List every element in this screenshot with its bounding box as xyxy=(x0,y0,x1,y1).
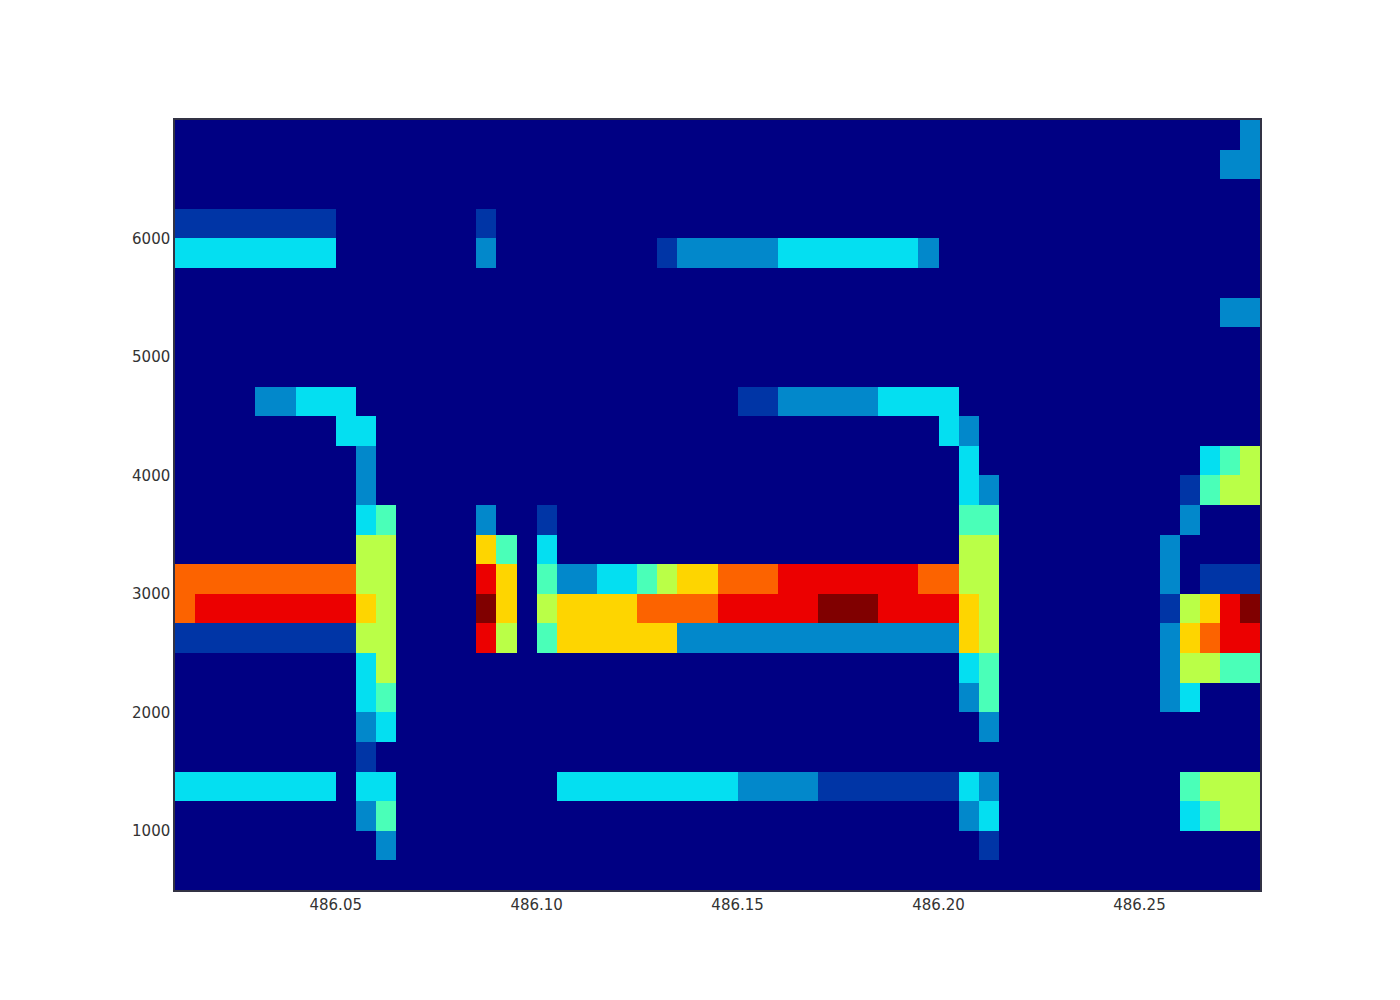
svg-text:6000: 6000 xyxy=(132,230,170,248)
svg-text:2000: 2000 xyxy=(132,704,170,722)
svg-text:486.20: 486.20 xyxy=(912,896,965,914)
svg-text:486.05: 486.05 xyxy=(309,896,362,914)
svg-text:486.15: 486.15 xyxy=(711,896,764,914)
svg-text:3000: 3000 xyxy=(132,585,170,603)
svg-text:1000: 1000 xyxy=(132,822,170,840)
svg-text:486.25: 486.25 xyxy=(1113,896,1166,914)
svg-text:5000: 5000 xyxy=(132,348,170,366)
svg-text:486.10: 486.10 xyxy=(510,896,563,914)
svg-text:4000: 4000 xyxy=(132,467,170,485)
